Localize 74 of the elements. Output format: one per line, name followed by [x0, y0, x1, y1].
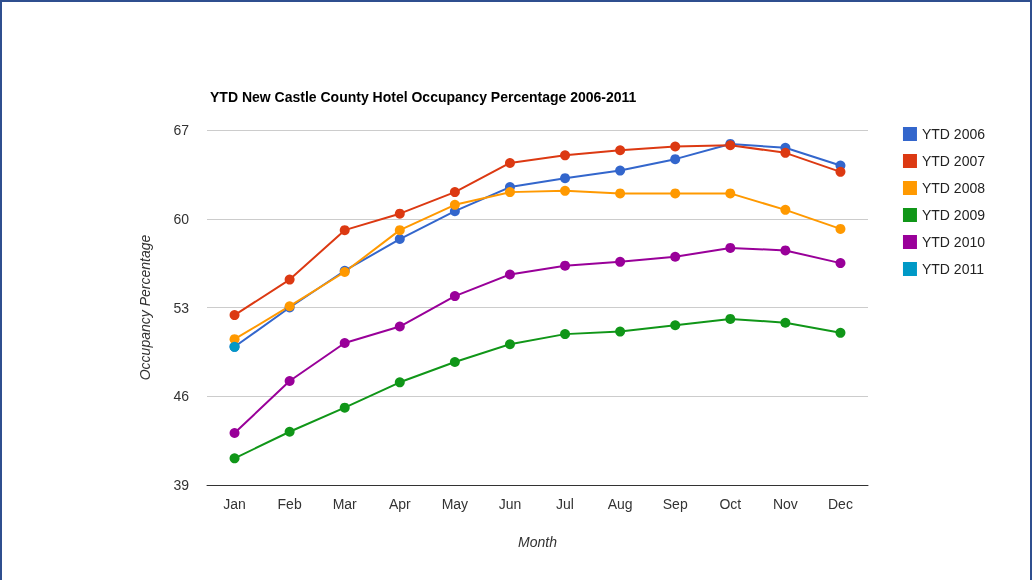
legend-label: YTD 2007	[921, 153, 986, 169]
point	[725, 188, 736, 199]
x-tick-label: Dec	[828, 496, 853, 512]
y-tick-label: 46	[173, 388, 190, 405]
x-tick-label: Feb	[277, 496, 302, 512]
point	[339, 338, 350, 348]
point	[780, 245, 791, 256]
point	[229, 453, 240, 464]
x-tick-label: Apr	[388, 496, 412, 512]
point	[615, 188, 626, 199]
y-tick-label: 39	[173, 477, 190, 493]
point	[670, 251, 681, 262]
legend-label: YTD 2011	[921, 261, 985, 277]
legend-label: YTD 2010	[921, 234, 986, 250]
point	[394, 377, 405, 388]
y-tick-label: 60	[173, 210, 190, 227]
point	[284, 376, 295, 387]
legend-label: YTD 2009	[921, 207, 986, 223]
x-tick-label: Nov	[772, 496, 798, 512]
x-axis-title: Month	[518, 534, 558, 550]
x-tick-label: Aug	[607, 496, 633, 512]
point	[835, 258, 846, 269]
x-tick-label: May	[441, 496, 469, 512]
legend-label: YTD 2006	[921, 126, 986, 142]
point	[504, 157, 515, 168]
point	[504, 187, 515, 198]
point	[615, 256, 626, 267]
point	[394, 234, 405, 245]
point	[615, 165, 626, 176]
x-tick-label: Mar	[332, 496, 358, 512]
x-tick-label: Oct	[719, 496, 742, 512]
point	[725, 313, 736, 324]
point	[449, 187, 460, 198]
point	[670, 188, 681, 199]
point	[284, 426, 295, 437]
point	[835, 166, 846, 177]
point	[780, 147, 791, 158]
y-tick-label: 53	[173, 299, 190, 316]
point	[504, 339, 515, 350]
point	[339, 402, 350, 413]
point	[670, 154, 681, 165]
point	[835, 327, 846, 338]
point	[560, 329, 571, 340]
point	[670, 320, 681, 331]
x-tick-label: Jul	[556, 496, 574, 512]
point	[339, 225, 350, 236]
point	[560, 185, 571, 196]
point	[725, 242, 736, 253]
point	[835, 223, 846, 234]
point	[449, 199, 460, 210]
legend-label: YTD 2008	[921, 180, 986, 196]
point	[615, 326, 626, 337]
point	[229, 310, 240, 321]
point	[394, 208, 405, 219]
point	[670, 141, 681, 152]
chart-title: YTD New Castle County Hotel Occupancy Percentage 2006-2011	[210, 89, 637, 105]
y-axis-title: Occupancy Percentage	[137, 234, 153, 381]
point	[394, 321, 405, 332]
point	[560, 173, 571, 184]
point	[780, 317, 791, 328]
point	[615, 145, 626, 156]
point	[449, 291, 460, 302]
point	[560, 150, 571, 161]
x-tick-label: Jan	[223, 496, 246, 512]
point	[560, 260, 571, 271]
x-tick-label: Jun	[498, 496, 522, 512]
point	[229, 428, 240, 439]
point	[284, 274, 295, 285]
x-tick-label: Sep	[662, 496, 688, 512]
point	[504, 269, 515, 280]
y-tick-label: 67	[173, 122, 190, 138]
point	[394, 225, 405, 236]
point	[449, 357, 460, 368]
point	[780, 204, 791, 215]
